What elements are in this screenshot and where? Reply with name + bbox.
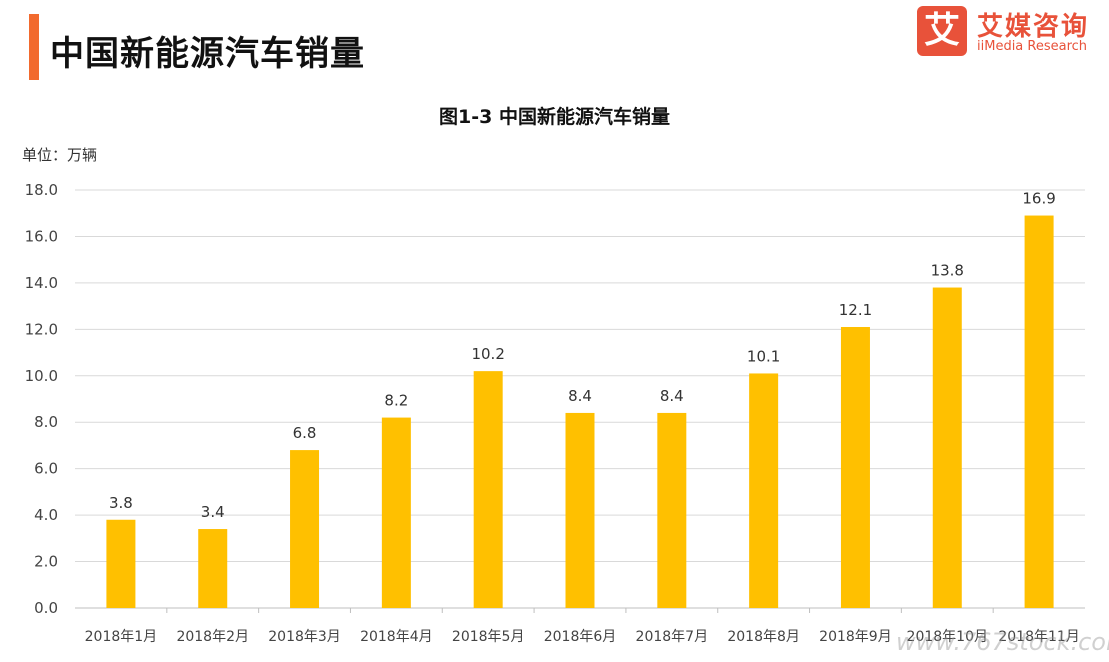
bar — [106, 519, 136, 608]
bar — [932, 287, 962, 608]
data-label: 8.4 — [660, 387, 684, 405]
page-title: 中国新能源汽车销量 — [50, 34, 365, 74]
data-label: 8.4 — [568, 387, 592, 405]
y-tick-label: 6.0 — [34, 460, 58, 478]
watermark: www.767stock.com — [896, 628, 1109, 656]
title-accent-bar — [29, 14, 39, 80]
y-tick-label: 0.0 — [34, 599, 58, 617]
y-tick-label: 8.0 — [34, 413, 58, 431]
y-tick-label: 2.0 — [34, 553, 58, 571]
x-tick-label: 2018年4月 — [360, 629, 433, 645]
y-tick-label: 16.0 — [25, 227, 58, 245]
y-tick-label: 4.0 — [34, 506, 58, 524]
bar — [198, 529, 228, 608]
bar — [473, 371, 503, 608]
bar — [749, 373, 779, 608]
y-tick-label: 12.0 — [25, 320, 58, 338]
x-tick-label: 2018年11月 — [998, 629, 1079, 645]
bar — [565, 412, 595, 608]
data-label: 8.2 — [384, 392, 408, 410]
chart-title: 图1-3 中国新能源汽车销量 — [439, 106, 670, 128]
x-tick-label: 2018年6月 — [544, 629, 617, 645]
data-label: 10.2 — [471, 345, 504, 363]
bar — [657, 412, 687, 608]
x-tick-label: 2018年9月 — [819, 629, 892, 645]
x-tick-label: 2018年1月 — [85, 629, 158, 645]
data-label: 13.8 — [931, 262, 964, 280]
y-tick-label: 14.0 — [25, 274, 58, 292]
bar — [840, 327, 870, 608]
x-tick-label: 2018年10月 — [907, 629, 988, 645]
logo-name-en: iiMedia Research — [977, 39, 1088, 54]
bar — [290, 450, 320, 608]
logo-name-cn: 艾媒咨询 — [977, 12, 1090, 42]
x-tick-label: 2018年2月 — [176, 629, 249, 645]
data-label: 10.1 — [747, 347, 780, 365]
x-tick-label: 2018年3月 — [268, 629, 341, 645]
bar — [381, 417, 411, 608]
data-label: 3.8 — [109, 494, 133, 512]
x-tick-label: 2018年8月 — [727, 629, 800, 645]
unit-label: 单位：万辆 — [22, 146, 98, 164]
data-label: 12.1 — [839, 301, 872, 319]
data-label: 6.8 — [293, 424, 317, 442]
x-tick-label: 2018年7月 — [636, 629, 709, 645]
bar — [1024, 215, 1054, 609]
brand-logo: 艾 艾媒咨询 iiMedia Research — [917, 6, 1107, 58]
y-tick-label: 18.0 — [25, 181, 58, 199]
y-tick-label: 10.0 — [25, 367, 58, 385]
data-label: 16.9 — [1022, 190, 1055, 208]
logo-mark-icon: 艾 — [917, 6, 967, 56]
data-label: 3.4 — [201, 503, 225, 521]
x-tick-label: 2018年5月 — [452, 629, 525, 645]
